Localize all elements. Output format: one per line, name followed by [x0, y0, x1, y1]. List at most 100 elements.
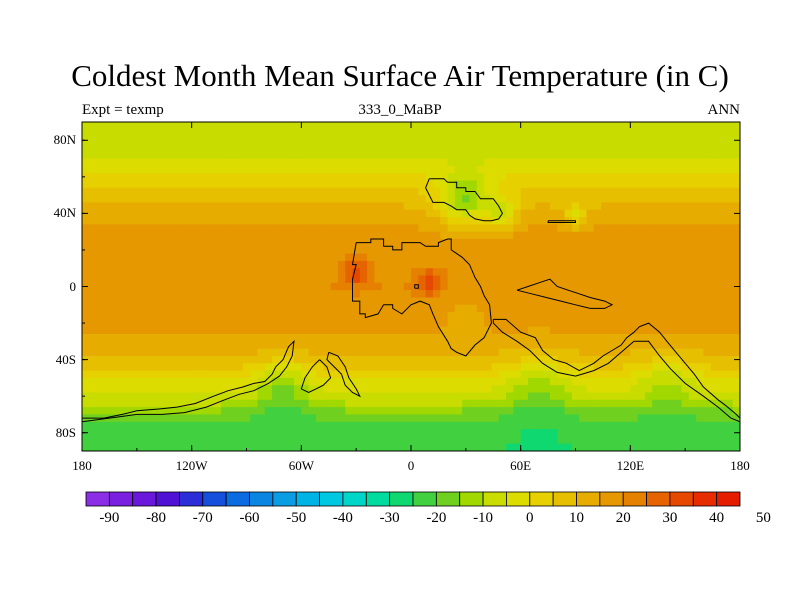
field-cell [367, 187, 376, 196]
field-cell [601, 260, 609, 269]
field-cell [674, 355, 683, 364]
field-cell [82, 407, 90, 416]
field-cell [206, 319, 215, 328]
field-cell [498, 253, 507, 262]
field-cell [571, 158, 580, 167]
field-cell [162, 158, 171, 167]
field-cell [96, 180, 105, 189]
field-cell [198, 187, 207, 196]
field-cell [133, 312, 142, 320]
field-cell [162, 136, 171, 145]
field-cell [96, 385, 105, 394]
field-cell [162, 370, 171, 379]
field-cell [294, 231, 302, 240]
field-cell [162, 421, 171, 430]
field-cell [462, 385, 471, 394]
field-cell [242, 326, 251, 335]
field-cell [235, 392, 244, 401]
field-cell [155, 282, 164, 291]
field-cell [389, 151, 397, 160]
field-cell [710, 341, 719, 350]
field-cell [125, 355, 134, 364]
field-cell [418, 363, 427, 372]
field-cell [272, 348, 280, 357]
field-cell [608, 158, 617, 167]
field-cell [674, 421, 683, 430]
field-cell [623, 399, 631, 408]
field-cell [220, 297, 229, 306]
field-cell [155, 392, 164, 401]
field-cell [242, 253, 251, 262]
field-cell [498, 421, 507, 430]
field-cell [652, 165, 661, 174]
field-cell [440, 187, 449, 196]
field-cell [462, 421, 471, 430]
field-cell [520, 246, 529, 255]
field-cell [147, 165, 156, 174]
field-cell [220, 217, 229, 225]
field-cell [608, 326, 617, 335]
field-cell [674, 253, 683, 262]
field-cell [82, 370, 90, 379]
field-cell [103, 209, 112, 218]
field-cell [535, 238, 544, 247]
field-cell [586, 143, 595, 152]
field-cell [411, 385, 419, 394]
field-cell [447, 392, 456, 401]
field-cell [286, 180, 295, 189]
field-cell [323, 260, 332, 269]
field-cell [703, 355, 712, 364]
field-cell [82, 246, 90, 255]
field-cell [432, 275, 441, 284]
field-cell [133, 377, 142, 386]
field-cell [147, 334, 156, 342]
field-cell [352, 407, 361, 416]
field-cell [323, 334, 332, 342]
field-cell [264, 363, 273, 372]
colorbar-swatch [85, 491, 110, 507]
field-cell [557, 275, 566, 284]
field-cell [323, 429, 332, 437]
field-cell [103, 268, 112, 277]
field-cell [169, 129, 178, 138]
field-cell [557, 348, 566, 357]
field-cell [155, 370, 164, 379]
field-cell [725, 143, 734, 152]
field-cell [681, 326, 690, 335]
field-cell [454, 421, 463, 430]
field-cell [557, 187, 566, 196]
field-cell [381, 407, 390, 416]
field-cell [623, 275, 631, 284]
field-cell [235, 355, 244, 364]
field-cell [191, 443, 200, 451]
field-cell [411, 209, 419, 218]
field-cell [213, 246, 222, 255]
field-cell [294, 165, 302, 174]
field-cell [520, 421, 529, 430]
field-cell [235, 348, 244, 357]
field-cell [674, 385, 683, 394]
field-cell [623, 312, 631, 320]
field-cell [440, 282, 449, 291]
field-cell [718, 231, 726, 240]
field-cell [242, 151, 251, 160]
field-cell [688, 334, 697, 342]
field-cell [557, 436, 566, 445]
field-cell [264, 407, 273, 416]
field-cell [118, 355, 127, 364]
colorbar-swatch [576, 491, 601, 507]
field-cell [133, 414, 142, 423]
field-cell [294, 195, 302, 204]
field-cell [462, 136, 471, 145]
field-cell [147, 151, 156, 160]
field-cell [425, 355, 434, 364]
field-cell [674, 268, 683, 277]
field-cell [133, 173, 142, 182]
field-cell [301, 304, 310, 313]
field-cell [484, 443, 493, 451]
field-cell [586, 282, 595, 291]
field-cell [476, 165, 485, 174]
field-cell [213, 363, 222, 372]
field-cell [652, 436, 661, 445]
field-cell [615, 253, 624, 262]
